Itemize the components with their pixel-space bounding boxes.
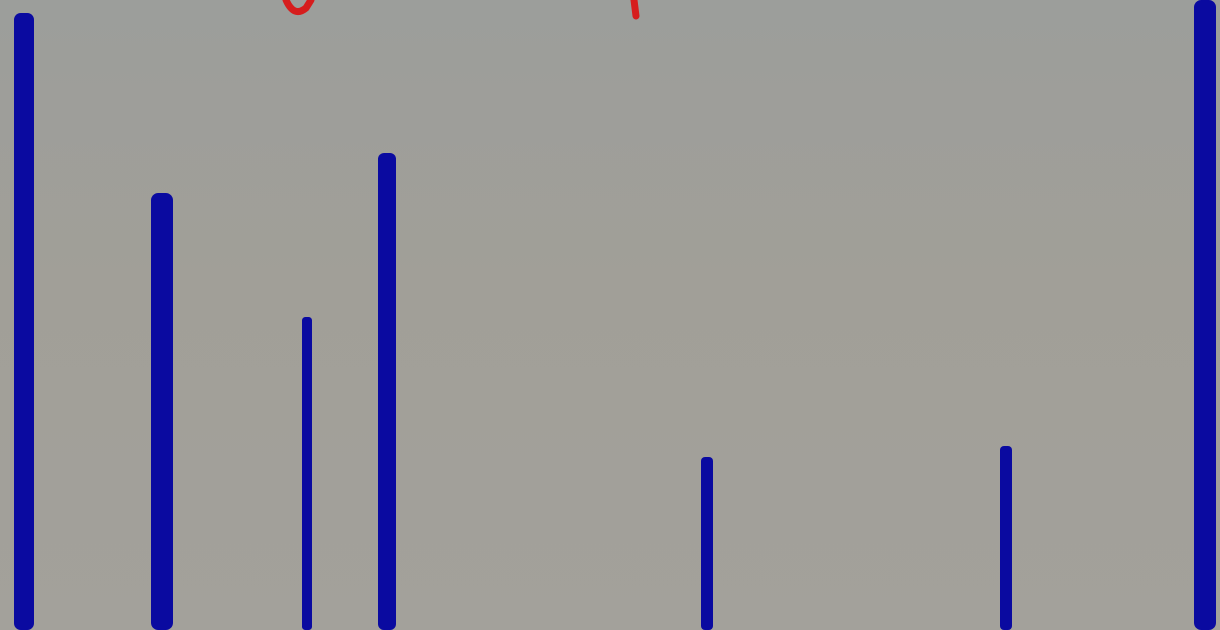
clipped-top-strip (282, 0, 640, 20)
bar-4 (378, 153, 396, 630)
bar-6 (1000, 446, 1012, 630)
bar-1 (14, 13, 34, 630)
bar-3 (302, 317, 312, 630)
bars-layer (14, 0, 1216, 630)
bar-7 (1194, 0, 1216, 630)
bar-2 (151, 193, 173, 630)
clipped-glyph-2 (630, 0, 640, 20)
bar-5 (701, 457, 713, 630)
clipped-glyph-1 (282, 0, 315, 16)
